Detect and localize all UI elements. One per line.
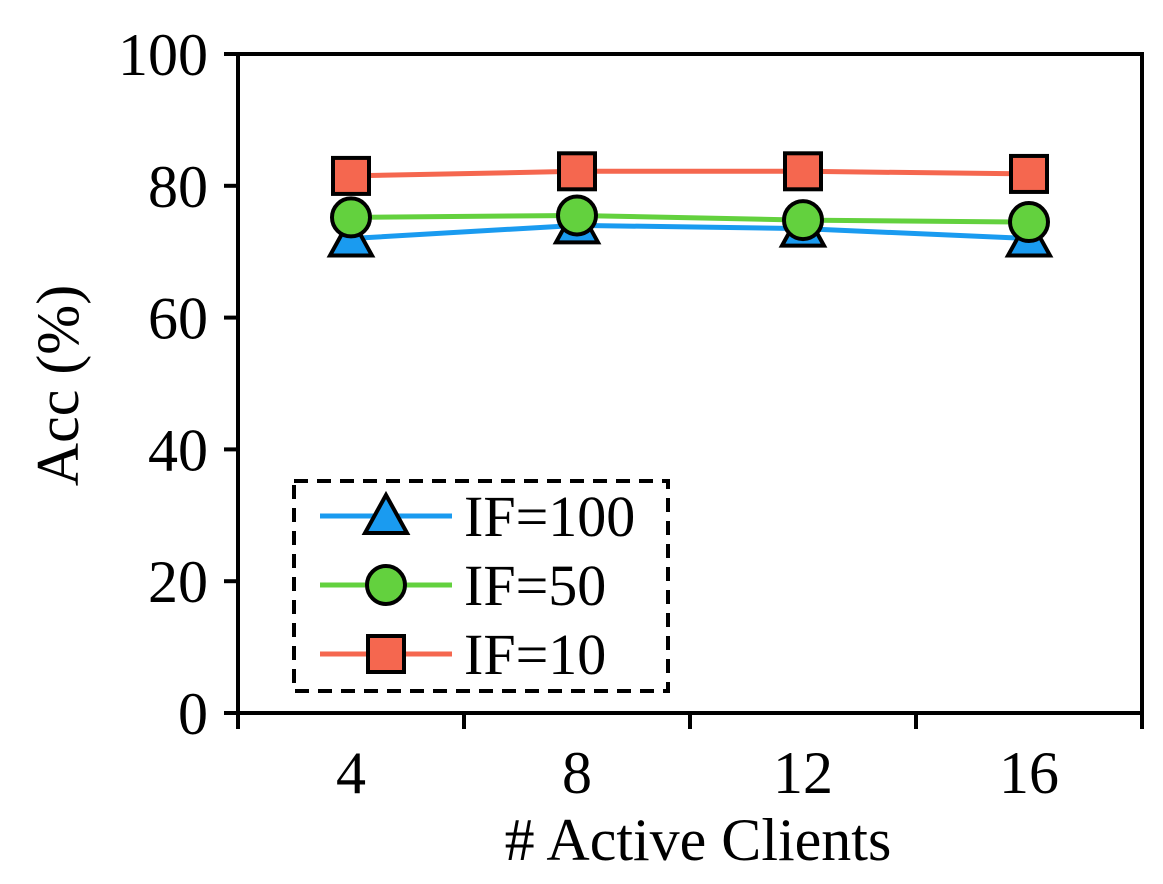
data-point-marker <box>782 199 824 242</box>
series-if-10 <box>331 151 1049 196</box>
data-point-marker <box>1008 201 1050 244</box>
legend-label: IF=100 <box>464 484 635 549</box>
series-if-100 <box>326 200 1054 258</box>
series-line <box>350 212 1030 225</box>
series-line <box>350 222 1030 242</box>
legend-entry: IF=10 <box>320 622 606 687</box>
x-tick-label: 4 <box>336 740 366 806</box>
y-tick-label: 40 <box>148 417 208 483</box>
x-tick-label: 8 <box>562 740 592 806</box>
y-tick-label: 60 <box>148 286 208 352</box>
data-point-marker <box>557 151 597 192</box>
series-line <box>350 168 1030 179</box>
series-if-50 <box>330 194 1050 244</box>
series-lines <box>326 151 1054 258</box>
x-axis-title: # Active Clients <box>505 807 892 873</box>
x-tick-label: 16 <box>999 740 1059 806</box>
legend-entry: IF=100 <box>320 484 635 549</box>
y-tick-label: 20 <box>148 549 208 615</box>
y-tick-label: 80 <box>148 154 208 220</box>
data-point-marker <box>331 155 371 196</box>
legend-label: IF=50 <box>464 553 606 618</box>
data-point-marker <box>556 194 598 237</box>
y-tick-label: 0 <box>178 681 208 747</box>
axes: 0 20 40 60 80 100 4 8 12 16 # Active Clients Acc (%… <box>25 22 1144 873</box>
legend-marker <box>365 564 407 606</box>
data-point-marker <box>1009 153 1049 194</box>
y-tick-label: 100 <box>118 22 208 88</box>
legend-marker <box>366 634 406 674</box>
data-point-marker <box>783 151 823 192</box>
legend-label: IF=10 <box>464 622 606 687</box>
x-tick-label: 12 <box>773 740 833 806</box>
y-axis-title: Acc (%) <box>25 285 91 487</box>
data-point-marker <box>330 196 372 239</box>
legend-marker <box>361 490 411 535</box>
legend-entry: IF=50 <box>320 553 606 618</box>
